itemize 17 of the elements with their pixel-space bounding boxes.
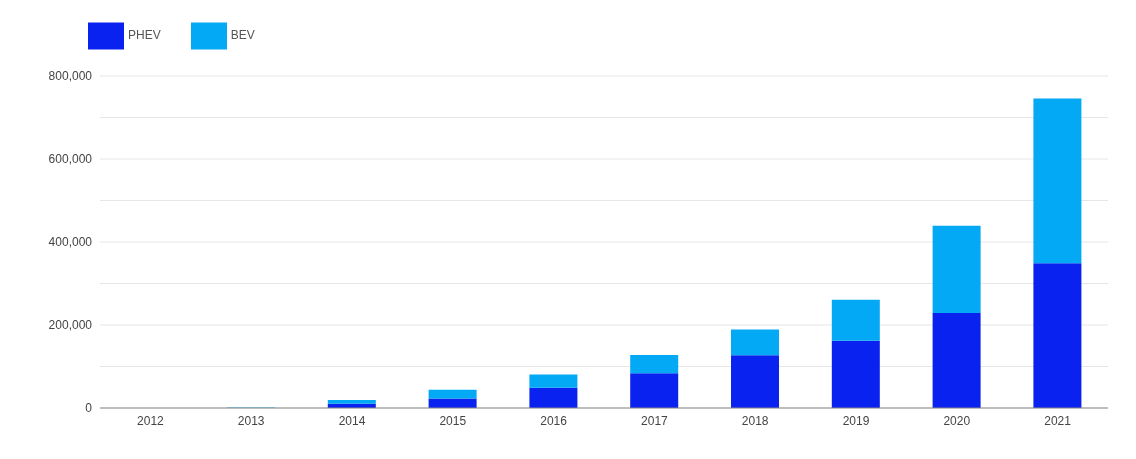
x-tick-label: 2012: [137, 413, 165, 428]
x-tick-label: 2015: [439, 413, 467, 428]
x-tick-label: 2013: [237, 413, 265, 428]
x-tick-label: 2016: [540, 413, 568, 428]
legend-label: BEV: [230, 28, 255, 43]
x-tick-label: 2014: [338, 413, 366, 428]
legend-label: PHEV: [128, 28, 161, 43]
x-tick-label: 2019: [842, 413, 870, 428]
y-tick-label: 600,000: [48, 152, 93, 167]
x-tick-label: 2021: [1044, 413, 1072, 428]
x-tick-label: 2017: [641, 413, 669, 428]
y-tick-label: 200,000: [48, 318, 93, 333]
x-tick-label: 2020: [943, 413, 971, 428]
y-tick-label: 800,000: [48, 69, 93, 84]
y-tick-label: 400,000: [48, 235, 93, 250]
y-tick-label: 0: [85, 401, 93, 416]
x-tick-label: 2018: [741, 413, 769, 428]
